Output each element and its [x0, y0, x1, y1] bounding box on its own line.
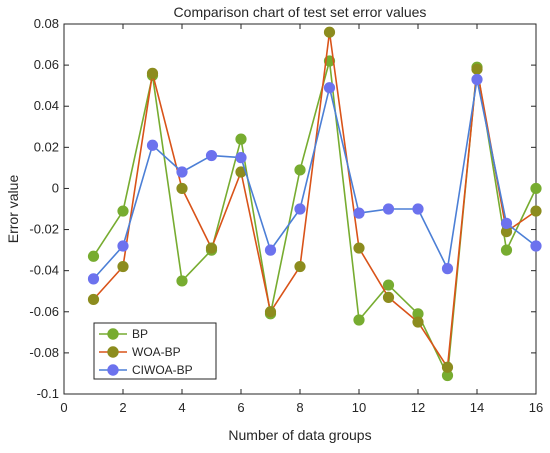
data-point: [264, 244, 277, 256]
data-point: [382, 279, 395, 291]
data-point: [530, 182, 542, 195]
data-point: [235, 152, 247, 164]
y-tick-label: -0.1: [37, 386, 59, 401]
y-tick-label: 0.08: [34, 16, 59, 31]
y-axis-title: Error value: [5, 175, 21, 244]
data-point: [117, 260, 129, 273]
data-point: [323, 26, 336, 38]
x-tick-label: 2: [119, 400, 126, 415]
y-tick-label: -0.02: [29, 222, 59, 237]
data-point: [353, 207, 365, 219]
data-point: [382, 203, 395, 215]
y-tick-label: -0.06: [29, 304, 59, 319]
data-point: [117, 240, 129, 252]
series-ciwoa-bp: [87, 73, 542, 285]
data-point: [323, 82, 336, 94]
data-point: [441, 361, 454, 373]
data-point: [205, 242, 218, 254]
y-tick-label: 0.06: [34, 57, 59, 72]
legend-marker: [107, 364, 119, 376]
chart-title: Comparison chart of test set error value…: [174, 4, 427, 20]
data-point: [264, 306, 277, 318]
data-point: [382, 291, 395, 303]
legend-label: CIWOA-BP: [132, 363, 193, 377]
data-point: [412, 203, 424, 215]
x-tick-label: 12: [411, 400, 425, 415]
legend-marker: [107, 346, 119, 358]
data-point: [146, 139, 159, 151]
legend: BP WOA-BP CIWOA-BP: [93, 322, 217, 380]
plot-area: 0 2 4 6 8 10 12 14 16 -0.1 -0.08 -0.06 -0.04 -0.02 0 0.…: [29, 16, 543, 415]
data-point: [530, 205, 542, 217]
x-axis-title: Number of data groups: [228, 427, 371, 443]
x-tick-label: 10: [352, 400, 366, 415]
data-point: [176, 166, 188, 178]
data-point: [205, 149, 218, 162]
data-point: [117, 205, 129, 217]
data-point: [294, 164, 306, 176]
legend-marker: [107, 328, 119, 340]
legend-label: WOA-BP: [132, 345, 181, 359]
x-tick-label: 16: [529, 400, 543, 415]
data-point: [353, 242, 365, 254]
data-point: [87, 293, 100, 306]
y-tick-label: 0: [52, 180, 59, 195]
x-tick-label: 6: [237, 400, 244, 415]
x-tick-label: 4: [178, 400, 185, 415]
x-tick-label: 14: [470, 400, 484, 415]
series-line: [92, 31, 537, 369]
data-point: [176, 275, 188, 287]
data-point: [441, 263, 454, 275]
data-point: [235, 133, 247, 145]
data-point: [471, 73, 483, 86]
data-point: [353, 314, 365, 326]
data-point: [530, 240, 542, 252]
y-tick-label: -0.08: [29, 345, 59, 360]
legend-label: BP: [132, 327, 148, 341]
data-point: [500, 244, 513, 256]
data-point: [500, 217, 513, 229]
data-point: [294, 260, 306, 273]
data-point: [87, 250, 100, 262]
data-point: [146, 67, 159, 79]
data-point: [176, 182, 188, 195]
x-tick-label: 8: [296, 400, 303, 415]
y-tick-label: 0.04: [34, 98, 59, 113]
data-point: [294, 203, 306, 215]
data-point: [87, 273, 100, 285]
series-line: [92, 78, 537, 280]
x-tick-label: 0: [60, 400, 67, 415]
y-tick-label: 0.02: [34, 139, 59, 154]
data-point: [412, 316, 424, 328]
data-point: [471, 63, 483, 75]
y-tick-label: -0.04: [29, 263, 59, 278]
